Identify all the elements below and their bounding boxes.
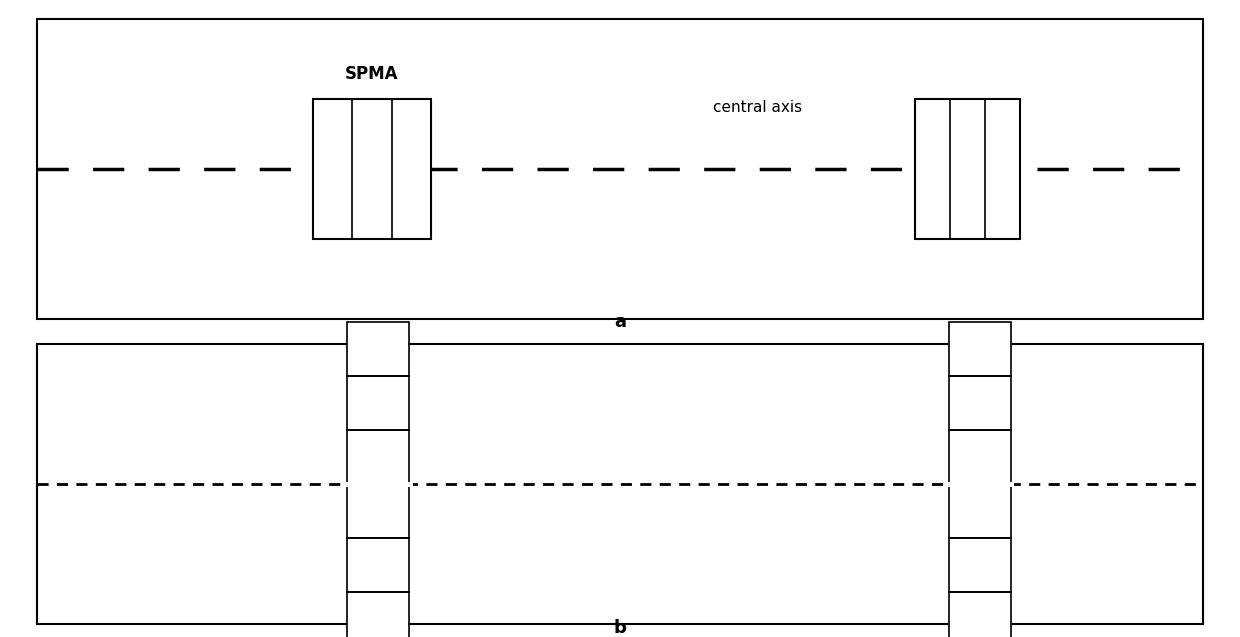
Bar bbox=[347, 376, 409, 430]
Bar bbox=[347, 538, 409, 592]
Bar bbox=[949, 430, 1011, 484]
Bar bbox=[949, 376, 1011, 430]
Bar bbox=[347, 430, 409, 484]
Bar bbox=[347, 376, 409, 430]
Bar bbox=[949, 484, 1011, 538]
Text: a: a bbox=[614, 313, 626, 331]
Bar bbox=[949, 376, 1011, 430]
Bar bbox=[347, 538, 409, 592]
Bar bbox=[949, 430, 1011, 484]
Bar bbox=[949, 322, 1011, 376]
Bar bbox=[949, 592, 1011, 637]
Text: central axis: central axis bbox=[713, 99, 802, 115]
Bar bbox=[312, 99, 432, 239]
Bar bbox=[915, 99, 1019, 239]
Bar bbox=[312, 99, 432, 239]
Bar bbox=[347, 322, 409, 376]
Bar bbox=[347, 322, 409, 376]
Bar bbox=[949, 538, 1011, 592]
Bar bbox=[37, 19, 1203, 318]
Bar bbox=[343, 482, 413, 487]
Bar bbox=[949, 538, 1011, 592]
Bar bbox=[37, 344, 1203, 624]
Bar bbox=[347, 592, 409, 637]
Text: b: b bbox=[614, 619, 626, 637]
Bar bbox=[915, 99, 1019, 239]
Bar bbox=[347, 430, 409, 484]
Text: SPMA: SPMA bbox=[345, 65, 399, 83]
Bar bbox=[945, 482, 1014, 487]
Bar bbox=[949, 592, 1011, 637]
Bar bbox=[949, 322, 1011, 376]
Bar bbox=[949, 484, 1011, 538]
Bar bbox=[347, 484, 409, 538]
Bar bbox=[347, 484, 409, 538]
Bar bbox=[347, 592, 409, 637]
